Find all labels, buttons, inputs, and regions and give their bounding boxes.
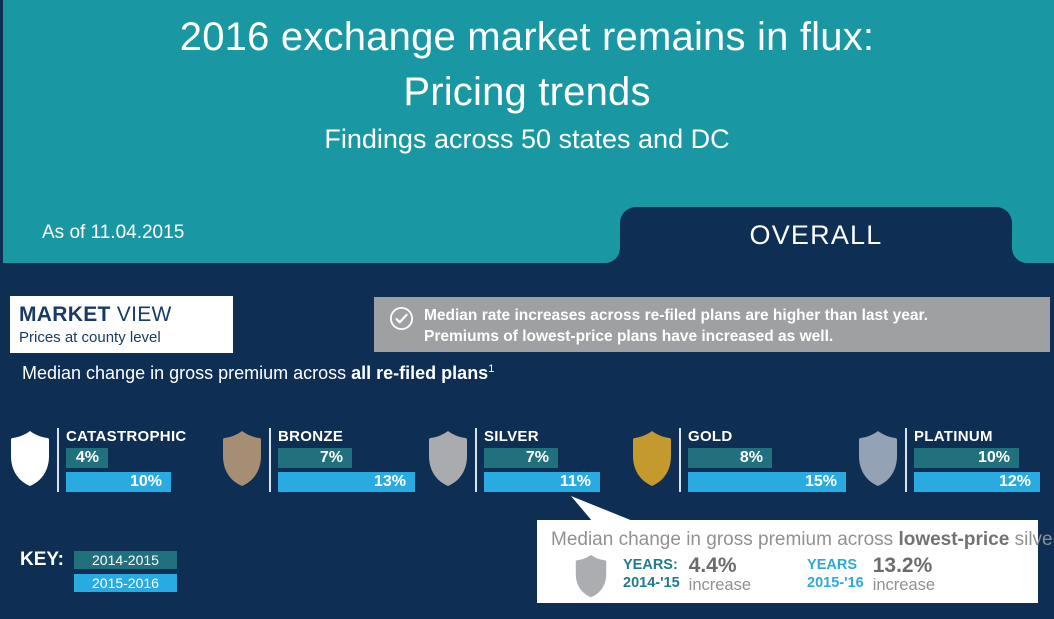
callout-text-suffix: silver plans	[1014, 529, 1054, 550]
tier-label: BRONZE	[278, 428, 344, 445]
legend-label: KEY:	[20, 549, 64, 570]
silver-shield-icon	[575, 554, 607, 598]
stat-value: 13.2%	[872, 554, 933, 577]
bronze-shield-icon	[222, 430, 262, 487]
tier-label: PLATINUM	[914, 428, 993, 445]
tier-divider	[57, 428, 59, 492]
page-title-line1: 2016 exchange market remains in flux:	[179, 15, 875, 59]
legend: KEY: 2014-2015 2015-2016	[20, 549, 177, 592]
legend-items: 2014-2015 2015-2016	[73, 551, 177, 592]
check-circle-icon	[389, 306, 414, 331]
bar-2015-2016: 10%	[66, 472, 171, 492]
tier-label: SILVER	[484, 428, 539, 445]
bar-2014-2015: 4%	[66, 448, 108, 468]
bar-2015-2016: 13%	[278, 472, 415, 492]
tab-fillet-left	[605, 248, 620, 263]
bar-2014-2015: 10%	[914, 448, 1019, 468]
page-subtitle: Findings across 50 states and DC	[324, 124, 730, 154]
tier-content: BRONZE 7% 13%	[278, 428, 415, 492]
bar-2015-2016: 15%	[688, 472, 846, 492]
callout-tail	[571, 496, 633, 521]
tier-divider	[679, 428, 681, 492]
header: 2016 exchange market remains in flux: Pri…	[0, 0, 1054, 263]
tier-bar-chart: CATASTROPHIC 4% 10% BRONZE 7% 13% SILVER 7% 11% G…	[0, 428, 1054, 492]
tier-content: PLATINUM 10% 12%	[914, 428, 1040, 492]
main-section: MARKET VIEW Prices at county level Media…	[0, 263, 1054, 619]
left-edge-strip	[0, 0, 3, 263]
tab-overall-label: OVERALL	[749, 219, 883, 250]
catastrophic-shield-icon	[10, 430, 50, 487]
stat-unit: increase	[872, 576, 936, 594]
callout-stat-2015-'16: YEARS 2015-'16 13.2% increase	[807, 554, 936, 594]
stat-value-block: 4.4% increase	[688, 554, 752, 594]
market-view-title-bold: MARKET	[19, 303, 111, 326]
tier-content: CATASTROPHIC 4% 10%	[66, 428, 187, 492]
tier-label: GOLD	[688, 428, 733, 445]
tier-divider	[905, 428, 907, 492]
stat-value: 4.4%	[688, 554, 737, 577]
market-view-title-regular: VIEW	[110, 303, 172, 326]
lead-bold: all re-filed plans	[351, 363, 489, 383]
section-lead: Median change in gross premium across al…	[22, 363, 494, 384]
tier-label: CATASTROPHIC	[66, 428, 187, 445]
bar-2014-2015: 7%	[278, 448, 352, 468]
key-finding-banner: Median rate increases across re-filed pl…	[374, 297, 1050, 352]
callout-text-prefix: Median change in gross premium across	[551, 529, 899, 550]
stat-years: YEARS 2015-'16	[807, 557, 864, 591]
market-view-box: MARKET VIEW Prices at county level	[10, 296, 233, 353]
stat-years: YEARS: 2014-'15	[623, 557, 680, 591]
gold-shield-icon	[632, 430, 672, 487]
banner-line1: Median rate increases across re-filed pl…	[424, 307, 928, 324]
tier-content: SILVER 7% 11%	[484, 428, 600, 492]
page-title: 2016 exchange market remains in flux: Pri…	[0, 10, 1054, 120]
bar-2015-2016: 11%	[484, 472, 600, 492]
market-view-subtitle: Prices at county level	[19, 329, 161, 346]
stat-unit: increase	[688, 576, 752, 594]
bar-2015-2016: 12%	[914, 472, 1040, 492]
as-of-date: As of 11.04.2015	[42, 222, 185, 243]
banner-line2: Premiums of lowest-price plans have incr…	[424, 328, 834, 345]
legend-item-2015-2016: 2015-2016	[73, 574, 177, 592]
lead-prefix: Median change in gross premium across	[22, 363, 352, 383]
stat-value-block: 13.2% increase	[872, 554, 936, 594]
lead-footnote-marker: 1	[488, 363, 495, 375]
tier-divider	[269, 428, 271, 492]
tier-content: GOLD 8% 15%	[688, 428, 846, 492]
page-title-line2: Pricing trends	[403, 70, 651, 114]
callout-body: YEARS: 2014-'15 4.4% increase YEARS 2015-'16 1…	[575, 554, 1038, 598]
platinum-shield-icon	[858, 430, 898, 487]
tier-divider	[475, 428, 477, 492]
callout-stat-2014-'15: YEARS: 2014-'15 4.4% increase	[623, 554, 752, 594]
tab-overall[interactable]: OVERALL	[620, 207, 1012, 263]
callout-stats: YEARS: 2014-'15 4.4% increase YEARS 2015-'16 1…	[623, 554, 936, 594]
bar-2014-2015: 7%	[484, 448, 558, 468]
callout-text-bold: lowest-price	[898, 529, 1010, 550]
callout-text: Median change in gross premium across lo…	[551, 529, 1054, 551]
bar-2014-2015: 8%	[688, 448, 772, 468]
legend-item-2014-2015: 2014-2015	[73, 551, 177, 569]
tab-fillet-right	[1012, 248, 1027, 263]
banner-text: Median rate increases across re-filed pl…	[424, 305, 928, 347]
silver-shield-icon	[428, 430, 468, 487]
silver-plans-callout: Median change in gross premium across lo…	[537, 520, 1054, 603]
market-view-title: MARKET VIEW	[19, 303, 233, 327]
